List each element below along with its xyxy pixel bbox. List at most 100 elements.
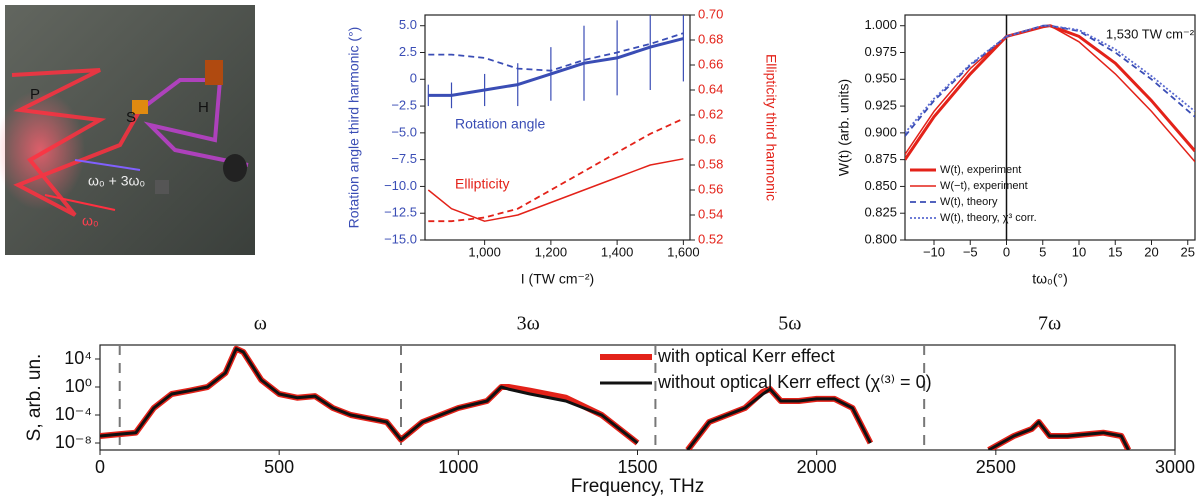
series-line — [100, 347, 1130, 450]
x-tick-label: 1,400 — [601, 244, 634, 259]
y-tick-label: 0 — [410, 71, 417, 86]
series-annotation: Rotation angle — [455, 116, 546, 132]
y-tick-label: 0.925 — [864, 98, 897, 113]
y-tick-label: 0.900 — [864, 124, 897, 139]
chart: −10 −5 0 5 10 15 20 25 0.800 0.825 0.850 0.875 0.900… — [836, 14, 1196, 287]
block — [155, 180, 169, 194]
red-beam — [11, 68, 142, 217]
y2-tick-label: 0.68 — [698, 31, 723, 46]
y-tick-label: 0.800 — [864, 231, 897, 246]
y2-tick-label: 0.66 — [698, 56, 723, 71]
y-tick-label: 2.5 — [399, 44, 417, 59]
y-tick-label: 0.950 — [864, 71, 897, 86]
series-line — [905, 24, 1195, 163]
annotation: 1,530 TW cm⁻² — [1106, 26, 1195, 41]
setup-label: P — [30, 86, 40, 103]
series-line — [905, 24, 1195, 137]
section-label: 7ω — [1038, 313, 1061, 335]
setup-label: H — [198, 99, 209, 116]
y2-tick-label: 0.56 — [698, 181, 723, 196]
x-tick-label: 3000 — [1155, 457, 1195, 477]
sample — [132, 100, 148, 114]
detector — [205, 60, 223, 85]
setup-label: S — [126, 109, 136, 126]
chart: 1,000 1,200 1,400 1,600 5.0 2.5 0 −2.5 −5.0 −7.5 −… — [346, 6, 780, 286]
x-tick-label: 20 — [1144, 244, 1158, 259]
legend-label: W(t), experiment — [940, 164, 1021, 176]
series-line — [905, 24, 1195, 134]
y2-axis-title: Ellipticity third harmonic — [763, 54, 779, 201]
setup-label: ω₀ — [82, 213, 99, 229]
y-tick-label: 0.850 — [864, 178, 897, 193]
x-tick-label: 1000 — [438, 457, 478, 477]
y-tick-label: −7.5 — [391, 151, 417, 166]
y-axis-title: S, arb. un. — [24, 354, 45, 442]
camera — [223, 154, 247, 182]
y2-tick-label: 0.54 — [698, 206, 723, 221]
y-axis-title: Rotation angle third harmonic (°) — [346, 27, 362, 229]
x-tick-label: 2500 — [976, 457, 1016, 477]
plot-frame — [904, 14, 1196, 241]
y2-tick-label: 0.64 — [698, 81, 723, 96]
x-tick-label: 1,200 — [535, 244, 568, 259]
x-tick-label: 25 — [1181, 244, 1195, 259]
x-tick-label: 500 — [264, 457, 294, 477]
x-tick-label: 2000 — [797, 457, 837, 477]
series-line — [905, 24, 1195, 161]
legend-label: without optical Kerr effect (χ⁽³⁾ = 0) — [657, 372, 932, 392]
x-tick-label: 0 — [95, 457, 105, 477]
x-tick-label: 0 — [1003, 244, 1010, 259]
arrow-omega — [44, 194, 116, 211]
y-tick-label: −12.5 — [384, 205, 417, 220]
legend-label: W(t), theory — [940, 196, 998, 208]
x-tick-label: −10 — [923, 244, 945, 259]
x-axis-title: Frequency, THz — [571, 476, 704, 497]
y-tick-label: 0.825 — [864, 205, 897, 220]
x-tick-label: −5 — [963, 244, 978, 259]
y-tick-label: 5.0 — [399, 17, 417, 32]
series-line — [428, 37, 684, 97]
y2-tick-label: 0.6 — [698, 131, 716, 146]
setup-label: ω₀ + 3ω₀ — [88, 173, 145, 189]
y-axis-title: W(t) (arb. units) — [836, 79, 852, 176]
y-tick-label: 1.000 — [864, 17, 897, 32]
x-tick-label: 1,600 — [667, 244, 700, 259]
y-tick-label: 10⁻⁴ — [55, 404, 92, 424]
plot-frame — [424, 14, 691, 241]
x-axis-title: I (TW cm⁻²) — [521, 271, 594, 287]
series-line — [100, 345, 1132, 450]
x-axis-title: tω₀(°) — [1032, 271, 1068, 287]
legend-label: W(t), theory, χ³ corr. — [940, 212, 1037, 224]
y-tick-label: −15.0 — [384, 231, 417, 246]
legend-label: with optical Kerr effect — [657, 346, 835, 366]
y2-tick-label: 0.70 — [698, 6, 723, 21]
section-label: 3ω — [517, 313, 540, 335]
y2-tick-label: 0.58 — [698, 156, 723, 171]
glow — [0, 90, 85, 210]
y-tick-label: 10⁻⁸ — [55, 432, 92, 452]
series-annotation: Ellipticity — [455, 176, 509, 192]
purple-beam — [138, 78, 249, 167]
series-line — [427, 158, 684, 222]
legend-label: W(−t), experiment — [940, 180, 1028, 192]
series-line — [428, 117, 684, 223]
x-tick-label: 1500 — [617, 457, 657, 477]
series-line — [428, 32, 684, 72]
y-tick-label: 0.975 — [864, 44, 897, 59]
x-tick-label: 10 — [1072, 244, 1086, 259]
y-tick-label: −10.0 — [384, 178, 417, 193]
section-label: ω — [254, 313, 267, 335]
y-tick-label: 10⁴ — [64, 348, 92, 368]
x-tick-label: 1,000 — [468, 244, 501, 259]
setup-image: P S H ω₀ ω₀ + 3ω₀ — [0, 5, 255, 255]
y-tick-label: 0.875 — [864, 151, 897, 166]
section-label: 5ω — [778, 313, 801, 335]
arrow-harmonic — [74, 159, 141, 171]
y-tick-label: −5.0 — [391, 124, 417, 139]
y-tick-label: 10⁰ — [65, 376, 92, 396]
chart: 0 500 1000 1500 2000 2500 3000 10⁻⁸ 10⁻⁴ 10⁰ 10⁴ ω 3… — [24, 313, 1195, 497]
x-tick-label: 5 — [1039, 244, 1046, 259]
y-tick-label: −2.5 — [391, 98, 417, 113]
y2-tick-label: 0.52 — [698, 231, 723, 246]
